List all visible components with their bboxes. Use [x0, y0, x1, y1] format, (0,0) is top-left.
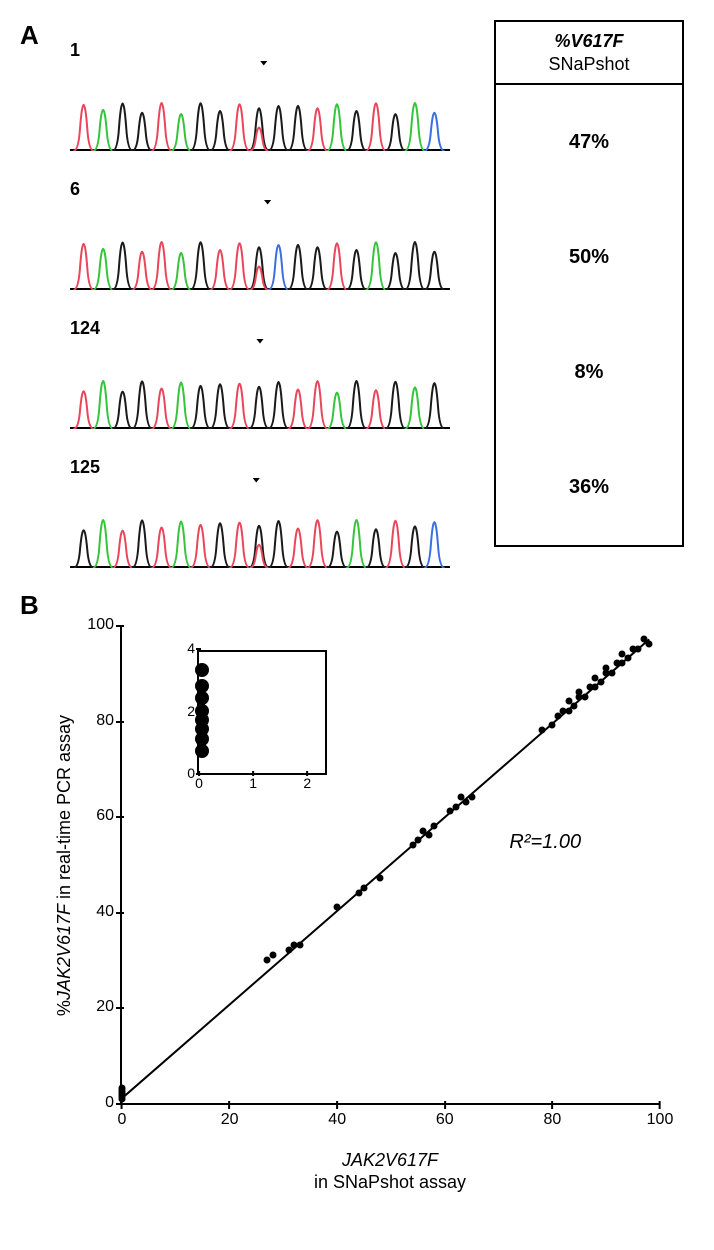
scatter-point — [538, 727, 545, 734]
panel-b-label: B — [20, 590, 39, 621]
inset-x-tick: 0 — [195, 773, 203, 791]
inset-point — [195, 744, 209, 758]
figure: A 1🢓6🢓124🢓125🢓 %V617F SNaPshot 47%50%8%3… — [20, 20, 694, 1230]
scatter-xlabel: JAK2V617F in SNaPshot assay — [120, 1150, 660, 1193]
inset-point — [195, 704, 209, 718]
scatter-plot: R²=1.00 024012 020406080100020406080100 — [120, 625, 660, 1105]
panel-a: A 1🢓6🢓124🢓125🢓 %V617F SNaPshot 47%50%8%3… — [20, 20, 694, 560]
y-tick: 100 — [87, 616, 122, 634]
scatter-point — [597, 679, 604, 686]
scatter-point — [334, 904, 341, 911]
chromatogram-trace: 6🢓 — [70, 179, 450, 290]
chromatogram-trace: 1🢓 — [70, 40, 450, 151]
y-tick: 60 — [96, 807, 122, 825]
chromatogram-column: 1🢓6🢓124🢓125🢓 — [70, 40, 450, 596]
snapshot-header-line1: %V617F — [554, 31, 623, 51]
inset-x-tick: 1 — [249, 773, 257, 791]
trace-plot: 🢓 — [70, 202, 450, 290]
y-tick: 80 — [96, 712, 122, 730]
ylabel-suffix: in real-time PCR assay — [55, 714, 75, 903]
snapshot-header-line2: SNaPshot — [548, 54, 629, 74]
scatter-point — [581, 693, 588, 700]
scatter-point — [468, 794, 475, 801]
panel-b: B %JAK2V617F in real-time PCR assay R²=1… — [20, 590, 694, 1230]
scatter-point — [452, 803, 459, 810]
ylabel-gene: JAK2V617F — [55, 903, 75, 999]
snapshot-value-cell: 47% — [496, 85, 682, 200]
scatter-ylabel: %JAK2V617F in real-time PCR assay — [50, 625, 80, 1105]
scatter-point — [119, 1084, 126, 1091]
inset-point — [195, 691, 209, 705]
inset-x-tick: 2 — [303, 773, 311, 791]
y-tick: 20 — [96, 998, 122, 1016]
trace-id-label: 125 — [70, 457, 450, 478]
snapshot-table: %V617F SNaPshot 47%50%8%36% — [494, 20, 684, 547]
trace-plot: 🢓 — [70, 341, 450, 429]
scatter-point — [269, 951, 276, 958]
y-tick: 40 — [96, 903, 122, 921]
x-tick: 0 — [118, 1103, 127, 1129]
x-tick: 80 — [543, 1103, 561, 1129]
scatter-point — [431, 822, 438, 829]
scatter-point — [635, 645, 642, 652]
r-squared-label: R²=1.00 — [509, 831, 581, 854]
scatter-point — [296, 942, 303, 949]
chromatogram-trace: 124🢓 — [70, 318, 450, 429]
scatter-point — [570, 703, 577, 710]
scatter-point — [624, 655, 631, 662]
inset-point — [195, 679, 209, 693]
x-tick: 60 — [436, 1103, 454, 1129]
x-tick: 20 — [221, 1103, 239, 1129]
scatter-point — [414, 837, 421, 844]
scatter-point — [646, 641, 653, 648]
inset-plot: 024012 — [197, 650, 327, 775]
snapshot-value-cell: 50% — [496, 200, 682, 315]
inset-point — [195, 663, 209, 677]
ylabel-prefix: % — [55, 1000, 75, 1016]
xlabel-gene: JAK2V617F — [342, 1150, 438, 1170]
scatter-point — [608, 669, 615, 676]
x-tick: 100 — [647, 1103, 674, 1129]
x-tick: 40 — [328, 1103, 346, 1129]
inset-y-tick: 4 — [187, 640, 199, 656]
snapshot-value-cell: 36% — [496, 430, 682, 545]
xlabel-line2: in SNaPshot assay — [314, 1172, 466, 1192]
scatter-point — [425, 832, 432, 839]
chromatogram-trace: 125🢓 — [70, 457, 450, 568]
trace-plot: 🢓 — [70, 480, 450, 568]
scatter-point — [377, 875, 384, 882]
trace-id-label: 6 — [70, 179, 450, 200]
snapshot-value-cell: 8% — [496, 315, 682, 430]
scatter-point — [549, 722, 556, 729]
snapshot-table-header: %V617F SNaPshot — [496, 22, 682, 85]
trace-id-label: 1 — [70, 40, 450, 61]
panel-a-label: A — [20, 20, 39, 51]
trace-id-label: 124 — [70, 318, 450, 339]
trace-plot: 🢓 — [70, 63, 450, 151]
scatter-point — [361, 884, 368, 891]
